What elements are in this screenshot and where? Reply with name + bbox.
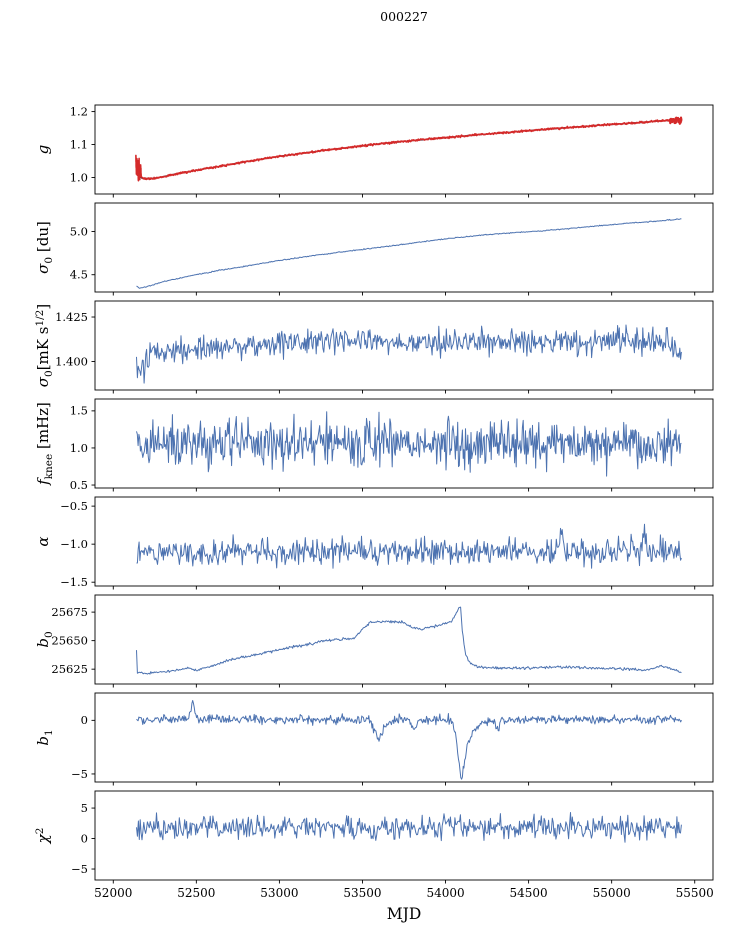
ylabel-sigma0-mks: σ0[mK s1/2]: [34, 304, 55, 387]
xtick-label: 52000: [94, 886, 132, 900]
ytick-label: 4.5: [70, 268, 88, 282]
ylabel-sigma0-du: σ0 [du]: [34, 221, 55, 274]
subplot-b0: 25625 25650 25675 b0: [34, 594, 714, 688]
series-gain-start-cluster: [135, 154, 143, 182]
ytick-label: 1.425: [55, 310, 88, 324]
axes-frame: [94, 300, 714, 391]
axes-frame: [94, 398, 714, 489]
ytick-label: 1.400: [55, 354, 88, 368]
axes-frame: [94, 790, 714, 881]
ytick-label: 1.5: [70, 404, 88, 418]
subplot-chi2: −5 0 5 52000 52500 53000 53500 54000 54500 55000 5…: [34, 790, 714, 900]
ylabel-chi2: χ2: [34, 828, 52, 845]
axes-frame: [94, 202, 714, 293]
ytick-label: −1.0: [60, 537, 88, 551]
ylabel-alpha: α: [34, 536, 52, 546]
ytick-label: −5: [71, 767, 88, 781]
series-fknee-curve: [136, 411, 682, 477]
ytick-label: 1.0: [70, 170, 88, 184]
ytick-label: 25650: [51, 633, 88, 647]
series-gain-points: [141, 118, 682, 181]
xtick-label: 54000: [426, 886, 464, 900]
axes-frame: [94, 496, 714, 587]
ylabel-fknee: fknee [mHz]: [34, 402, 55, 486]
ytick-label: 0.5: [70, 478, 88, 492]
subplot-b1: 0 −5 b1: [34, 692, 714, 786]
ytick-label: 0: [81, 713, 88, 727]
series-b0-curve: [136, 606, 682, 675]
subplot-sigma0-du: 4.5 5.0 σ0 [du]: [34, 202, 714, 296]
xtick-label: 53500: [343, 886, 381, 900]
xtick-label: 52500: [177, 886, 215, 900]
ytick-label: 25625: [51, 662, 88, 676]
ytick-label: −1.5: [60, 575, 88, 589]
series-gain-fit-line: [135, 119, 682, 180]
ylabel-b1: b1: [34, 729, 55, 745]
subplot-alpha: −1.5 −1.0 −0.5 α: [34, 496, 714, 590]
series-sigma0-mks-curve: [136, 324, 682, 384]
ytick-label: 0: [81, 831, 88, 845]
series-b1-curve: [136, 700, 682, 780]
ytick-label: 5.0: [70, 224, 88, 238]
ylabel-b0: b0: [34, 631, 55, 647]
series-sigma0-du-curve: [136, 218, 682, 289]
axes-frame: [94, 594, 714, 685]
ytick-label: 5: [81, 801, 88, 815]
ytick-label: −0.5: [60, 499, 88, 513]
ytick-label: 25675: [51, 605, 88, 619]
subplot-g: 1.0 1.1 1.2 g: [34, 104, 714, 198]
ytick-label: 1.0: [70, 441, 88, 455]
series-gain-end-cluster: [668, 116, 683, 125]
ytick-label: −5: [71, 862, 88, 876]
xtick-label: 54500: [510, 886, 548, 900]
axes-frame: [94, 104, 714, 195]
figure-title: 000227: [380, 9, 428, 24]
series-chi2-curve: [136, 812, 682, 843]
series-alpha-curve: [136, 523, 682, 569]
xtick-label: 53000: [260, 886, 298, 900]
ylabel-g: g: [34, 145, 52, 155]
xaxis-label: MJD: [387, 905, 422, 923]
ytick-label: 1.2: [70, 104, 88, 118]
xtick-label: 55000: [593, 886, 631, 900]
subplot-fknee: 0.5 1.0 1.5 fknee [mHz]: [34, 398, 714, 492]
xtick-label: 55500: [676, 886, 714, 900]
ytick-label: 1.1: [70, 137, 88, 151]
axes-frame: [94, 692, 714, 783]
